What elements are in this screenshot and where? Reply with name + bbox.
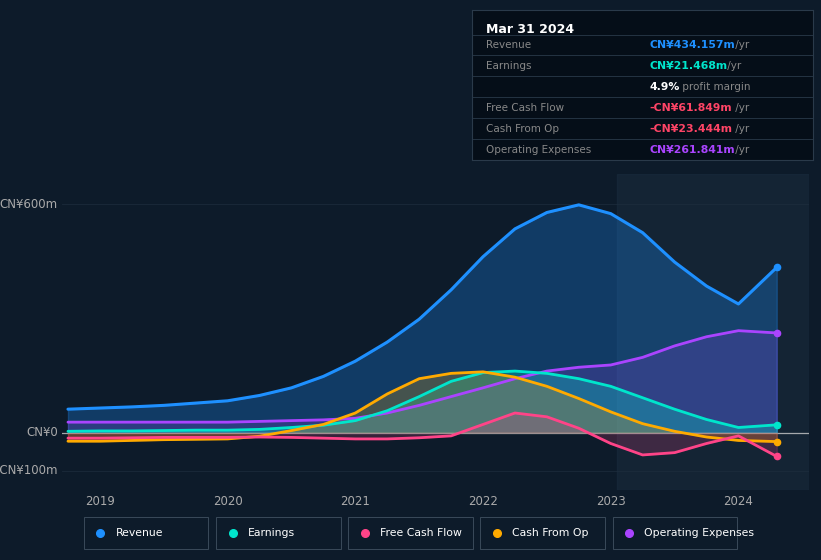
Text: -CN¥23.444m: -CN¥23.444m [649,124,732,134]
Text: /yr: /yr [732,124,749,134]
FancyBboxPatch shape [84,517,209,549]
Text: /yr: /yr [732,40,749,50]
Text: Revenue: Revenue [116,529,163,538]
FancyBboxPatch shape [612,517,737,549]
Text: profit margin: profit margin [679,82,750,92]
Text: Earnings: Earnings [486,61,531,71]
Text: Cash From Op: Cash From Op [486,124,559,134]
Bar [617,174,809,490]
Text: -CN¥100m: -CN¥100m [0,464,57,478]
Text: CN¥600m: CN¥600m [0,198,57,211]
Text: 4.9%: 4.9% [649,82,680,92]
Text: /yr: /yr [732,103,749,113]
Text: /yr: /yr [732,145,749,155]
Text: CN¥21.468m: CN¥21.468m [649,61,727,71]
Text: Mar 31 2024: Mar 31 2024 [486,23,574,36]
Text: Revenue: Revenue [486,40,531,50]
Text: Operating Expenses: Operating Expenses [644,529,754,538]
Text: Operating Expenses: Operating Expenses [486,145,591,155]
Text: CN¥0: CN¥0 [26,426,57,439]
FancyBboxPatch shape [216,517,341,549]
FancyBboxPatch shape [480,517,605,549]
Text: /yr: /yr [724,61,741,71]
Text: Cash From Op: Cash From Op [512,529,589,538]
FancyBboxPatch shape [348,517,473,549]
Text: -CN¥61.849m: -CN¥61.849m [649,103,732,113]
Text: CN¥261.841m: CN¥261.841m [649,145,735,155]
Text: Earnings: Earnings [248,529,295,538]
Text: Free Cash Flow: Free Cash Flow [380,529,461,538]
Text: CN¥434.157m: CN¥434.157m [649,40,735,50]
Text: Free Cash Flow: Free Cash Flow [486,103,564,113]
